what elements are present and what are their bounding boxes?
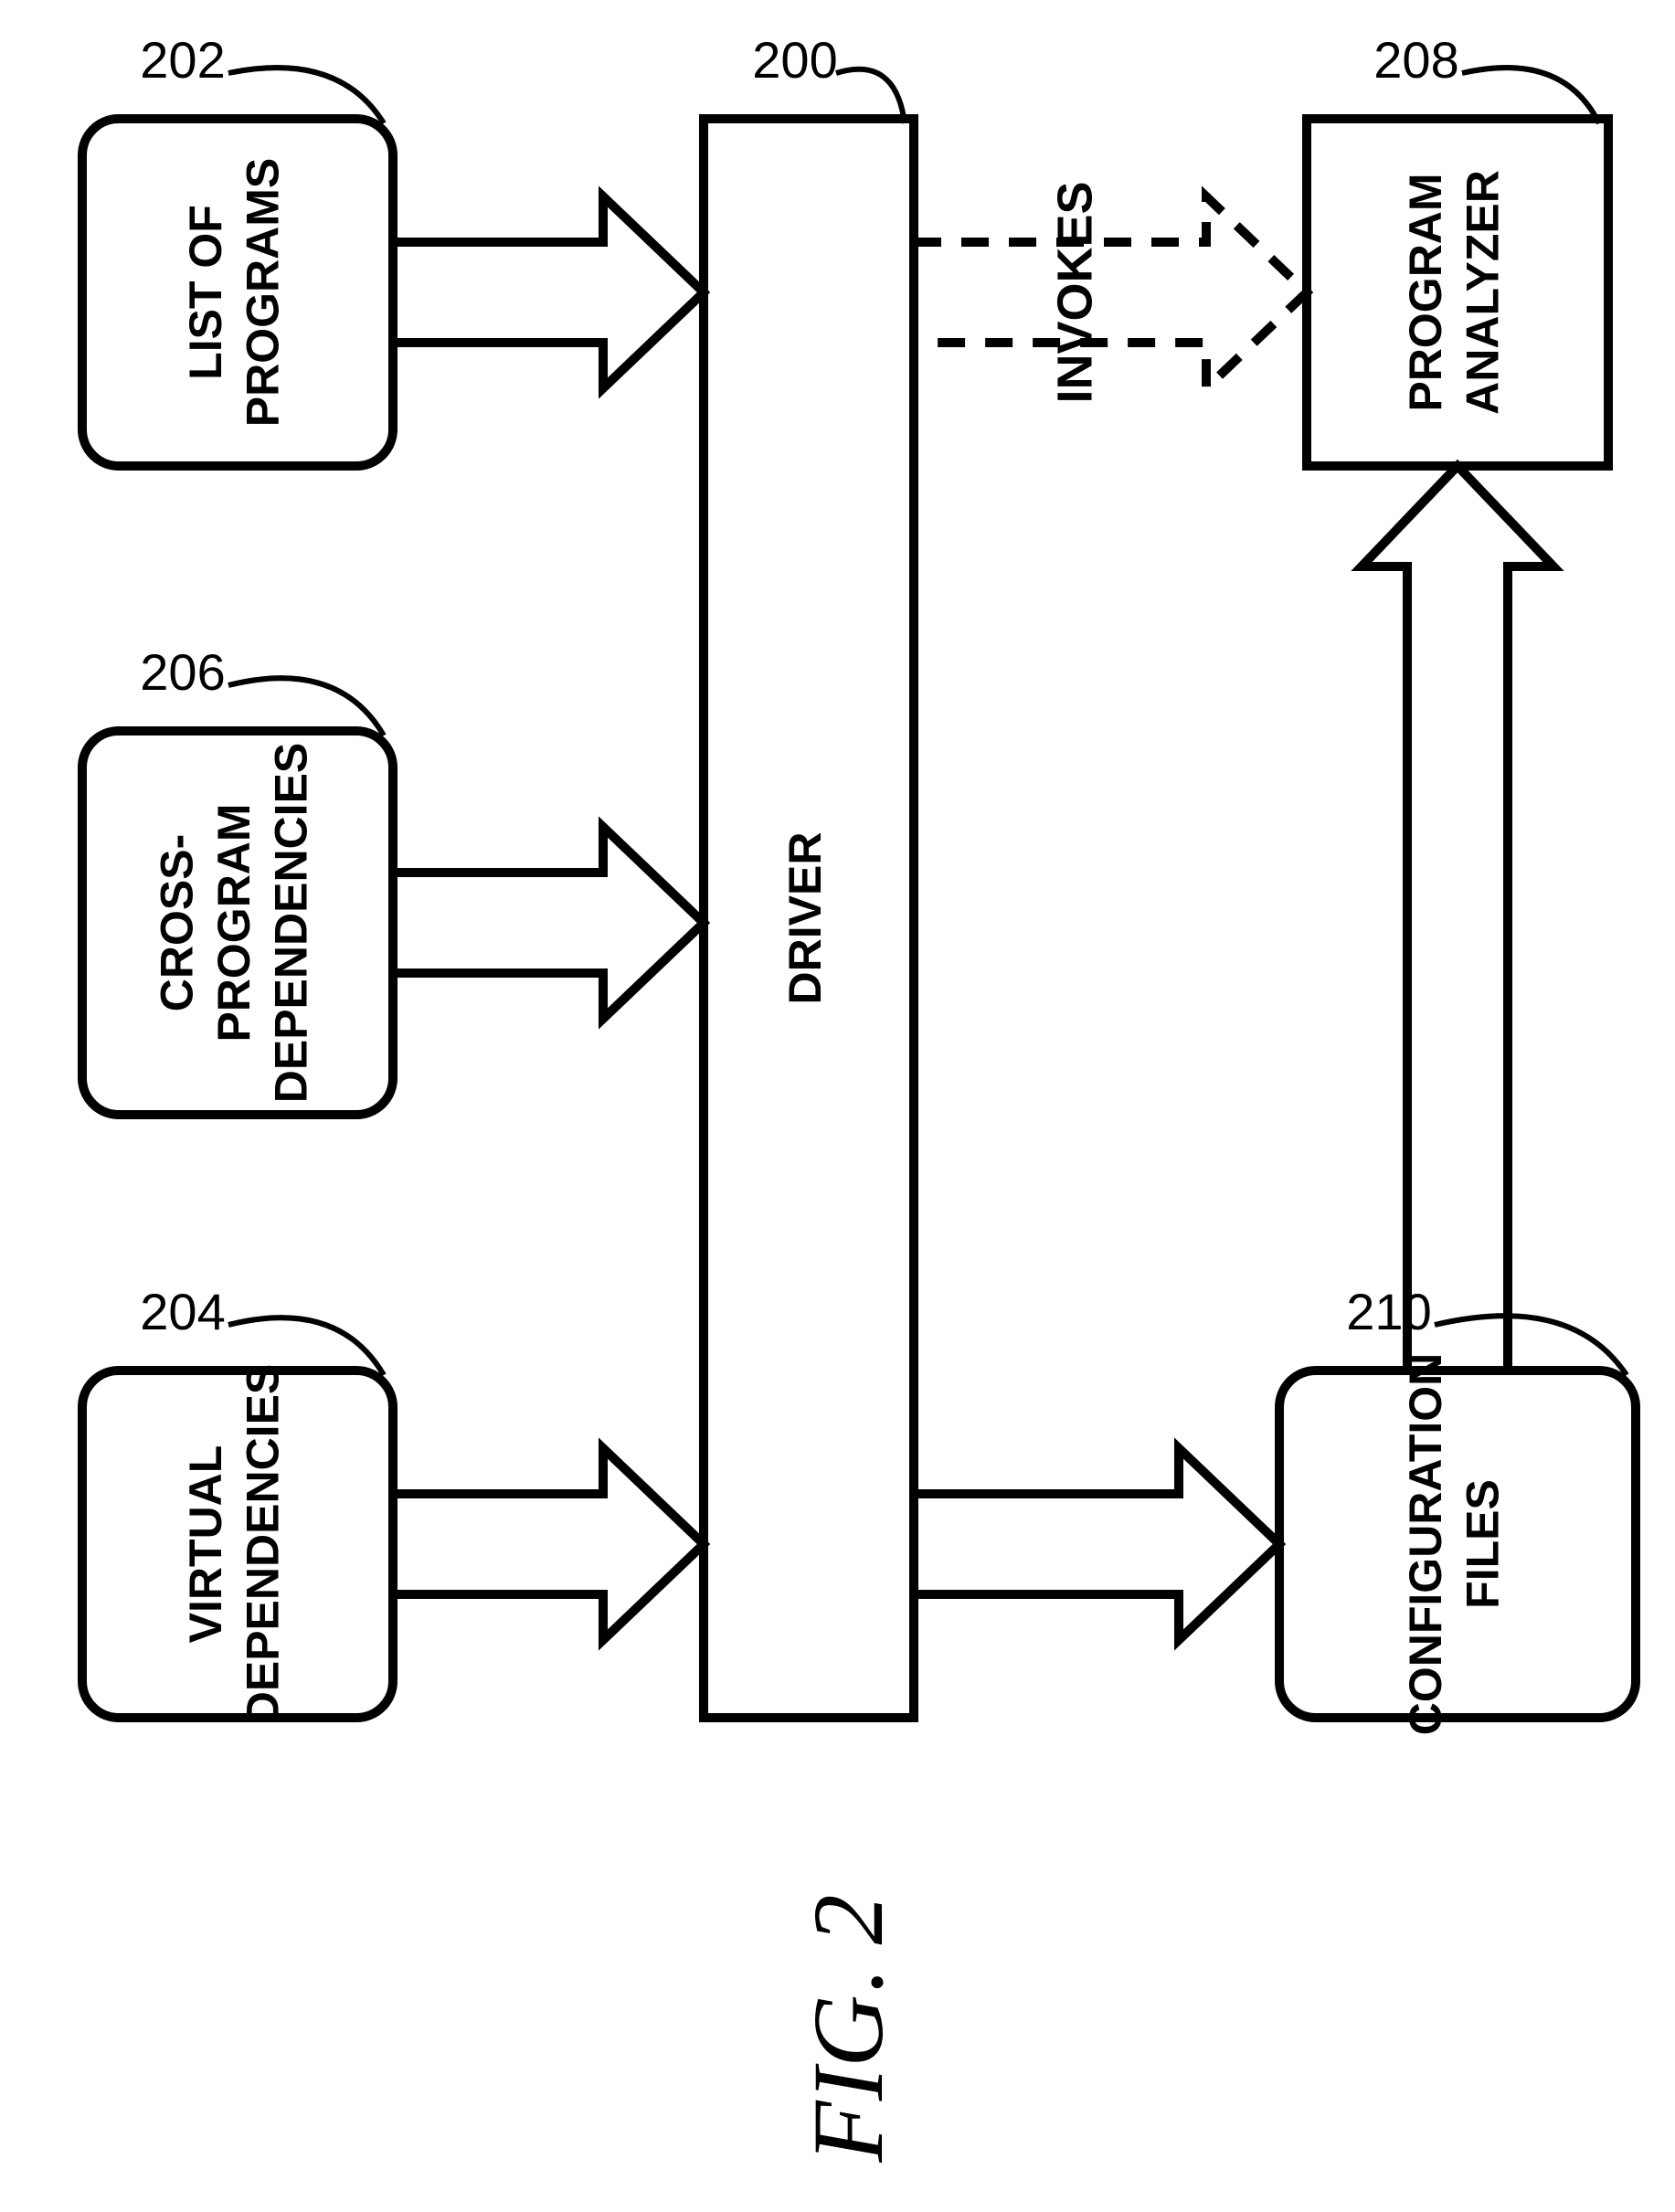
- figure-label: FIG. 2: [792, 1894, 904, 2163]
- node-label: PROGRAM: [208, 803, 260, 1042]
- node-label: CROSS-: [152, 834, 203, 1011]
- node-label: CONFIGURATION: [1400, 1353, 1451, 1735]
- ref-label: 202: [140, 31, 225, 89]
- arrow-crossdeps-to-driver: [393, 827, 704, 1019]
- arrow-virtualdeps-to-driver: [393, 1448, 704, 1640]
- arrow-driver-to-config: [914, 1448, 1279, 1640]
- node-label: PROGRAM: [1400, 173, 1451, 411]
- arrow-config-to-analyzer: [1362, 466, 1553, 1371]
- node-label: PROGRAMS: [237, 158, 288, 427]
- ref-label: 206: [140, 643, 225, 701]
- node-label: ANALYZER: [1457, 170, 1508, 415]
- node-label: FILES: [1457, 1479, 1508, 1609]
- ref-label: 200: [752, 31, 837, 89]
- ref-label: 210: [1346, 1283, 1431, 1340]
- ref-label: 208: [1373, 31, 1458, 89]
- node-label: DEPENDENCIES: [266, 743, 317, 1104]
- node-label: VIRTUAL: [180, 1445, 231, 1644]
- arrow-driver-invokes-analyzer: [914, 196, 1307, 388]
- node-label: DRIVER: [779, 832, 831, 1005]
- node-label: DEPENDENCIES: [237, 1364, 288, 1725]
- arrow-list-to-driver: [393, 196, 704, 388]
- ref-label: 204: [140, 1283, 225, 1340]
- node-label: LIST OF: [180, 205, 231, 380]
- invokes-label: INVOKES: [1047, 181, 1102, 403]
